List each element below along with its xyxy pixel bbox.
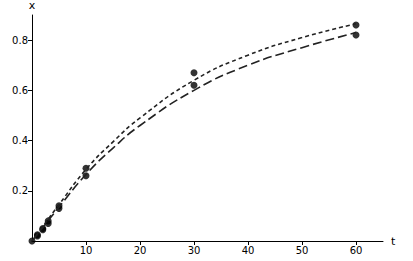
svg-text:t: t: [391, 235, 396, 248]
svg-text:20: 20: [134, 245, 147, 256]
svg-text:0.6: 0.6: [12, 85, 28, 96]
svg-text:10: 10: [80, 245, 93, 256]
svg-text:x: x: [29, 0, 36, 12]
svg-text:40: 40: [242, 245, 255, 256]
svg-text:0.8: 0.8: [12, 35, 28, 46]
svg-text:60: 60: [350, 245, 363, 256]
svg-text:0.2: 0.2: [12, 185, 28, 196]
svg-text:50: 50: [296, 245, 309, 256]
svg-text:30: 30: [188, 245, 201, 256]
svg-text:0.4: 0.4: [12, 135, 28, 146]
